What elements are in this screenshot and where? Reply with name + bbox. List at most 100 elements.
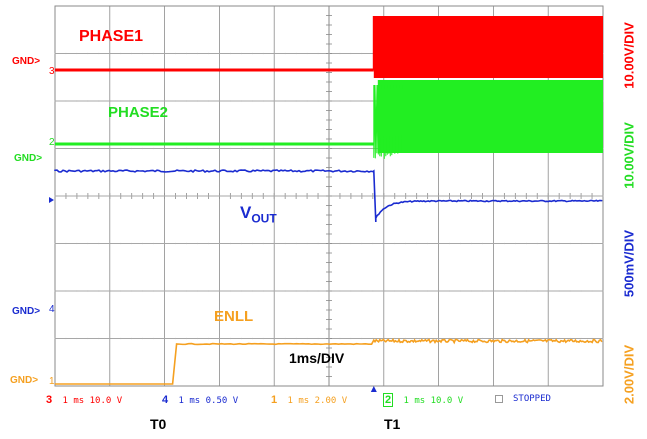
grid-dot bbox=[591, 337, 593, 340]
grid-dot bbox=[87, 100, 89, 102]
grid-dot bbox=[153, 242, 155, 245]
gnd-phase2-label: GND> bbox=[14, 153, 43, 164]
phase1-label: PHASE1 bbox=[79, 28, 144, 45]
grid-dot bbox=[295, 195, 297, 197]
grid-dot bbox=[339, 337, 341, 340]
grid-dot bbox=[514, 337, 516, 340]
grid-dot bbox=[98, 100, 100, 102]
grid-dot bbox=[76, 52, 78, 55]
stop-square-icon bbox=[495, 394, 503, 403]
grid-dot bbox=[438, 242, 440, 245]
grid-dot bbox=[153, 147, 155, 150]
grid-dot bbox=[580, 337, 582, 340]
grid-dot bbox=[470, 290, 473, 292]
grid-dot bbox=[295, 290, 297, 292]
grid-dot bbox=[142, 290, 144, 292]
grid-dot bbox=[339, 147, 341, 150]
grid-dot bbox=[503, 242, 505, 245]
grid-dot bbox=[196, 337, 199, 340]
grid-dot bbox=[372, 337, 374, 340]
grid-dot bbox=[174, 242, 177, 245]
grid-dot bbox=[273, 100, 275, 102]
grid-dot bbox=[558, 337, 560, 340]
grid-dot bbox=[317, 52, 319, 55]
grid-dot bbox=[350, 242, 352, 245]
grid-dot bbox=[164, 290, 166, 292]
grid-dot bbox=[470, 337, 473, 340]
grid-dot bbox=[207, 290, 210, 292]
phase2-trace-startup bbox=[373, 84, 404, 159]
grid-dot bbox=[317, 242, 319, 245]
grid-dot bbox=[218, 337, 220, 340]
grid-dot bbox=[65, 290, 67, 292]
grid-dot bbox=[295, 100, 297, 102]
grid-dot bbox=[547, 242, 549, 245]
grid-dot bbox=[54, 52, 56, 55]
grid-dot bbox=[251, 290, 253, 292]
grid-dot bbox=[229, 147, 231, 150]
grid-dot bbox=[251, 242, 253, 245]
grid-dot bbox=[120, 195, 122, 197]
grid-dot bbox=[164, 147, 166, 150]
phase2-switching-band bbox=[377, 80, 603, 153]
grid-dot bbox=[525, 337, 527, 340]
grid-dot bbox=[120, 337, 122, 340]
grid-dot bbox=[372, 195, 374, 197]
grid-dot bbox=[547, 195, 549, 197]
grid-dot bbox=[109, 242, 111, 245]
grid-dot bbox=[328, 147, 330, 150]
grid-dot bbox=[240, 100, 242, 102]
grid-dot bbox=[218, 290, 220, 292]
ch2-number: 2 bbox=[383, 393, 394, 407]
grid-dot bbox=[284, 242, 286, 245]
grid-dot bbox=[54, 147, 56, 150]
grid-dot bbox=[142, 195, 144, 197]
grid-dot bbox=[120, 242, 122, 245]
grid-dot bbox=[569, 242, 571, 245]
grid-dot bbox=[76, 337, 78, 340]
grid-dot bbox=[569, 337, 571, 340]
grid-dot bbox=[558, 195, 560, 197]
grid-dot bbox=[120, 52, 122, 55]
gnd-enll-label: GND> bbox=[10, 375, 39, 386]
grid-dot bbox=[262, 147, 264, 150]
grid-dot bbox=[306, 100, 308, 102]
grid-dot bbox=[185, 100, 188, 102]
enll-label: ENLL bbox=[214, 308, 254, 325]
grid-dot bbox=[109, 195, 111, 197]
grid-dot bbox=[262, 290, 264, 292]
grid-dot bbox=[580, 195, 582, 197]
grid-dot bbox=[306, 337, 308, 340]
grid-dot bbox=[503, 195, 505, 197]
grid-dot bbox=[87, 242, 89, 245]
grid-dot bbox=[306, 52, 308, 55]
grid-dot bbox=[164, 337, 166, 340]
grid-dot bbox=[350, 100, 352, 102]
grid-dot bbox=[361, 242, 363, 245]
grid-dot bbox=[185, 147, 188, 150]
grid-dot bbox=[98, 242, 100, 245]
phase2-scale: 10.00V/DIV bbox=[621, 122, 637, 189]
grid-dot bbox=[174, 290, 177, 292]
grid-dot bbox=[448, 290, 451, 292]
grid-dot bbox=[372, 100, 374, 102]
gnd-phase1-label: GND> bbox=[12, 56, 41, 67]
grid-dot bbox=[262, 242, 264, 245]
grid-dot bbox=[164, 100, 166, 102]
grid-dot bbox=[481, 337, 484, 340]
grid-dot bbox=[98, 52, 100, 55]
grid-dot bbox=[185, 242, 188, 245]
grid-dot bbox=[339, 52, 341, 55]
grid-dot bbox=[218, 242, 220, 245]
grid-dot bbox=[383, 195, 385, 197]
grid-dot bbox=[481, 195, 484, 197]
grid-dot bbox=[65, 195, 67, 197]
grid-dot bbox=[350, 147, 352, 150]
grid-dot bbox=[251, 195, 253, 197]
grid-dot bbox=[196, 242, 199, 245]
grid-dot bbox=[361, 195, 363, 197]
grid-dot bbox=[153, 337, 155, 340]
grid-dot bbox=[131, 52, 133, 55]
grid-dot bbox=[339, 242, 341, 245]
grid-dot bbox=[251, 100, 253, 102]
